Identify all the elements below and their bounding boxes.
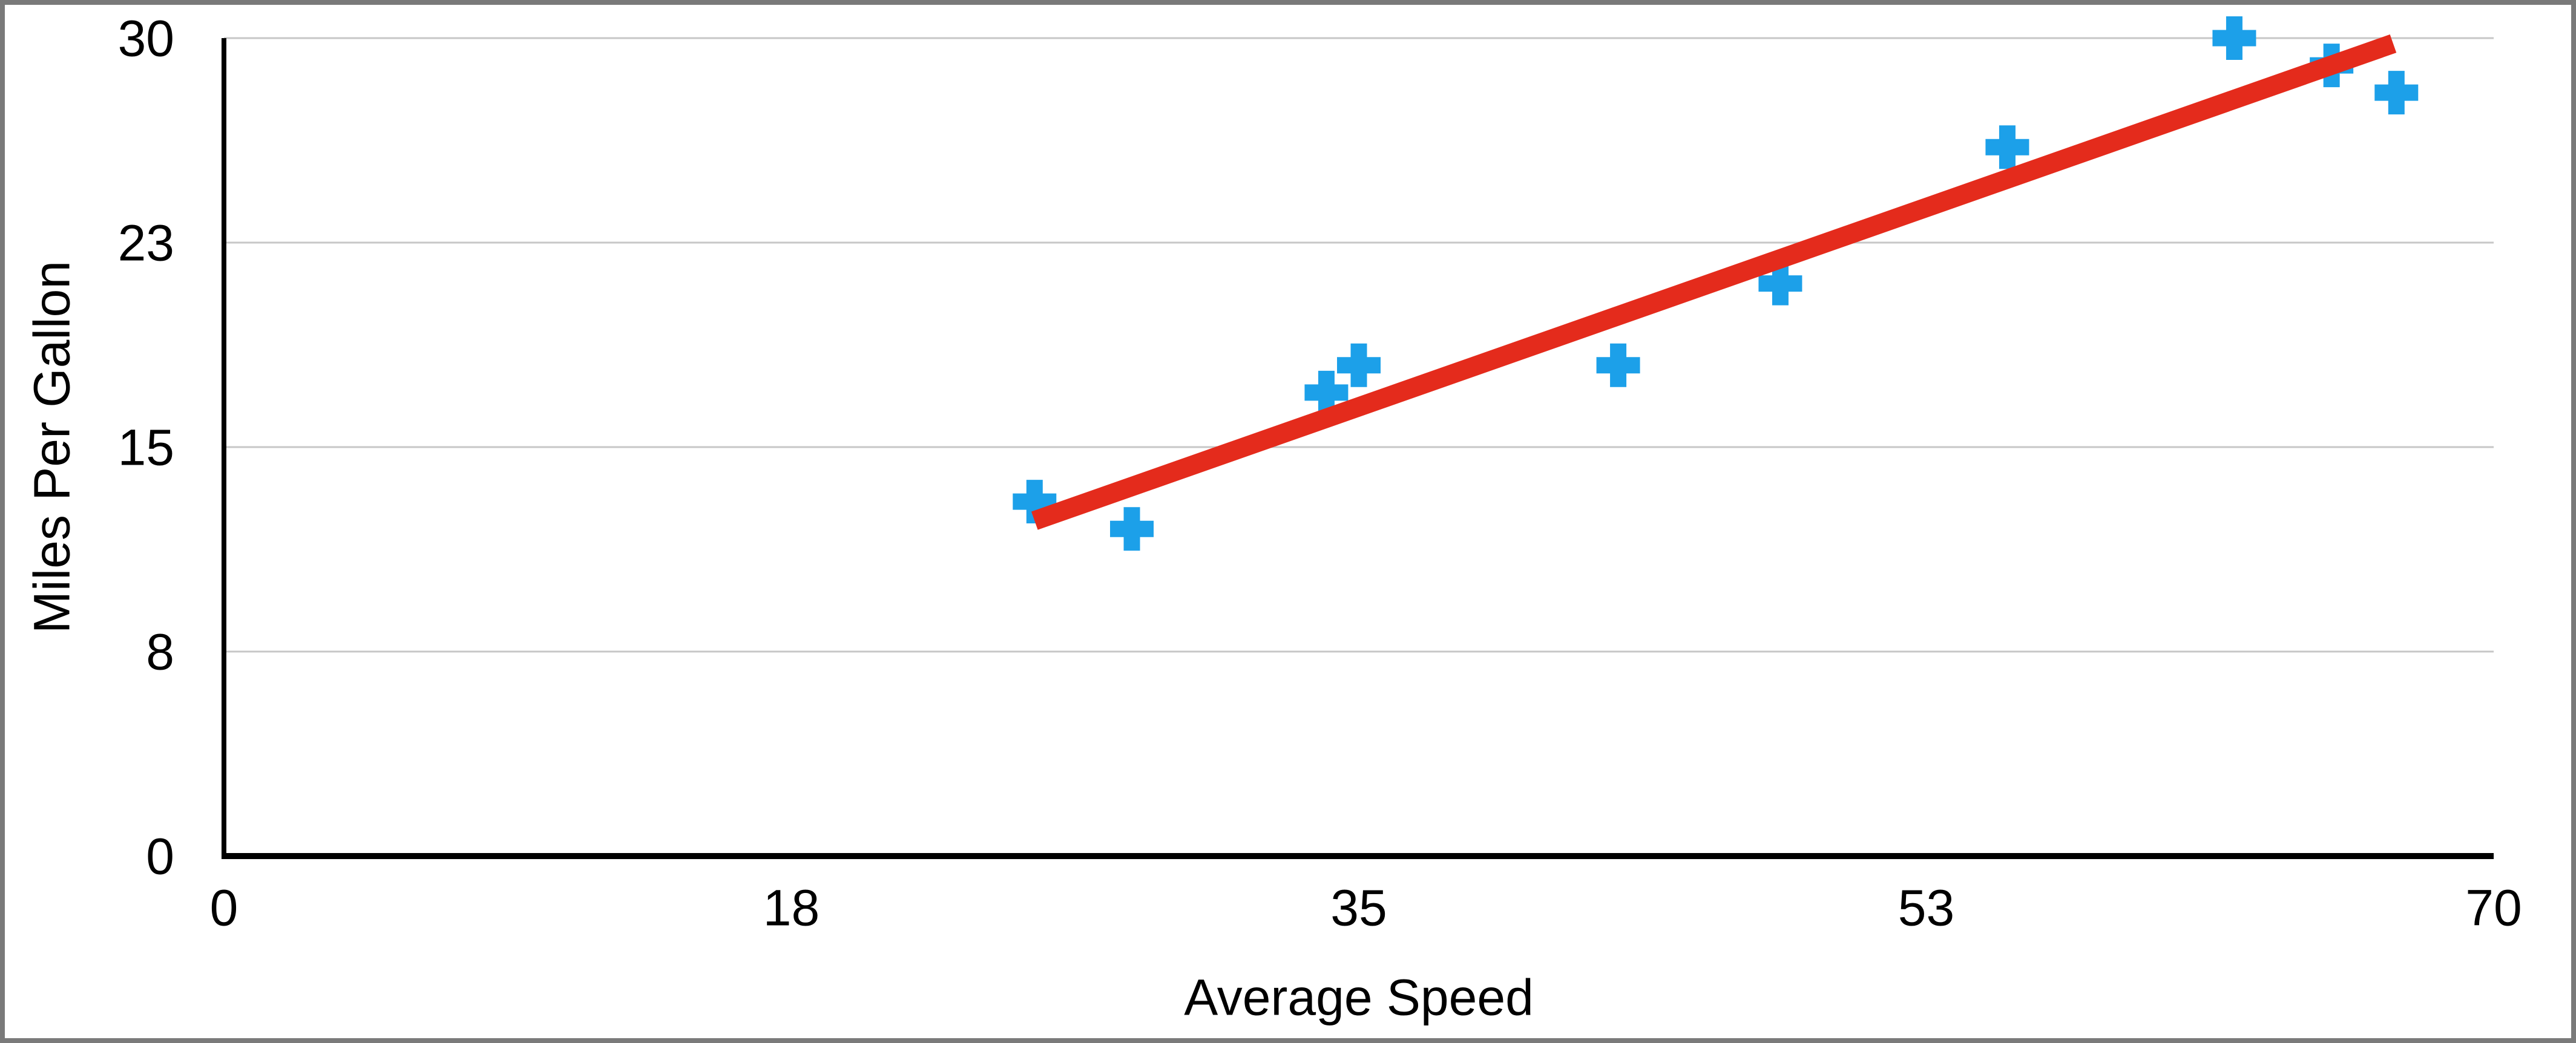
data-point-marker: [1110, 507, 1154, 551]
x-axis-title: Average Speed: [1184, 969, 1534, 1025]
trendline-layer: [1031, 34, 2397, 530]
x-tick-label: 35: [1330, 879, 1387, 936]
data-point-marker: [2212, 16, 2256, 60]
x-tick-label: 70: [2465, 879, 2522, 936]
data-point-marker: [1304, 370, 1349, 414]
tick-labels: 0 8 15 23 30 0 18 35 53 70: [118, 10, 2522, 936]
x-tick-label: 53: [1898, 879, 1954, 936]
data-point-marker: [1985, 125, 2029, 169]
x-tick-label: 18: [763, 879, 820, 936]
data-point-marker: [1013, 480, 1057, 524]
axes: [222, 38, 2494, 859]
y-tick-label: 15: [118, 419, 174, 476]
y-tick-label: 30: [118, 10, 174, 67]
trendline: [1031, 34, 2397, 530]
data-point-marker: [1596, 343, 1640, 387]
x-tick-label: 0: [210, 879, 238, 936]
y-axis-title: Miles Per Gallon: [23, 261, 80, 633]
data-point-marker: [1337, 343, 1381, 387]
y-tick-label: 8: [146, 623, 174, 680]
data-point-marker: [1758, 261, 1802, 306]
data-point-marker: [2374, 71, 2419, 115]
y-tick-label: 0: [146, 828, 174, 884]
gridlines: [224, 37, 2494, 653]
y-tick-label: 23: [118, 214, 174, 271]
